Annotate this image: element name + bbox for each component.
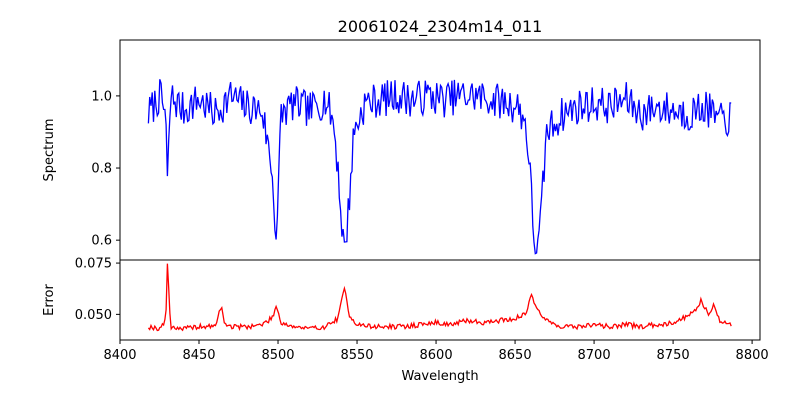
error-y-axis-label: Error	[42, 284, 57, 316]
x-tick-label: 8550	[340, 348, 373, 363]
y-tick: 0.075	[75, 257, 120, 272]
y-tick-label: 0.075	[75, 257, 112, 272]
x-tick-label: 8450	[182, 348, 215, 363]
x-tick-label: 8800	[736, 348, 769, 363]
error-series-line	[147, 263, 732, 332]
y-tick: 0.6	[91, 234, 120, 249]
x-tick: 8550	[340, 340, 374, 363]
x-axis-label: Wavelength	[401, 369, 478, 384]
spectrum-y-ticks: 0.6 0.8 1.0	[91, 89, 120, 249]
y-tick: 0.8	[91, 162, 120, 177]
spectrum-series-line	[147, 79, 732, 255]
x-tick: 8450	[182, 340, 216, 363]
x-tick-label: 8700	[578, 348, 611, 363]
x-tick: 8600	[420, 340, 453, 363]
x-tick-label: 8750	[657, 348, 690, 363]
y-tick-label: 0.050	[75, 308, 112, 323]
spectrum-plot-frame	[119, 39, 761, 261]
x-tick: 8500	[261, 340, 295, 363]
x-tick: 8700	[578, 340, 611, 363]
y-tick-label: 1.0	[91, 89, 112, 104]
x-tick: 8800	[736, 340, 769, 363]
x-tick: 8650	[499, 340, 532, 363]
x-tick-label: 8500	[261, 348, 294, 363]
error-y-ticks: 0.050 0.075	[75, 257, 120, 323]
x-tick-label: 8400	[103, 348, 136, 363]
y-tick-label: 0.8	[91, 162, 112, 177]
y-tick-label: 0.6	[91, 234, 112, 249]
error-plot-frame	[119, 259, 761, 341]
x-axis-ticks: 8400 8450 8500 8550 8600 8650 8700 8750 8800	[103, 340, 769, 363]
chart-title: 20061024_2304m14_011	[338, 17, 543, 37]
x-tick-label: 8650	[499, 348, 532, 363]
spectrum-panel: 0.6 0.8 1.0 Spectrum	[42, 39, 761, 261]
error-panel: 0.050 0.075 Error	[42, 257, 761, 341]
x-tick-label: 8600	[420, 348, 453, 363]
spectrum-y-axis-label: Spectrum	[42, 119, 57, 182]
x-tick: 8750	[657, 340, 690, 363]
x-tick: 8400	[103, 340, 137, 363]
y-tick: 1.0	[91, 89, 120, 104]
y-tick: 0.050	[75, 308, 120, 323]
